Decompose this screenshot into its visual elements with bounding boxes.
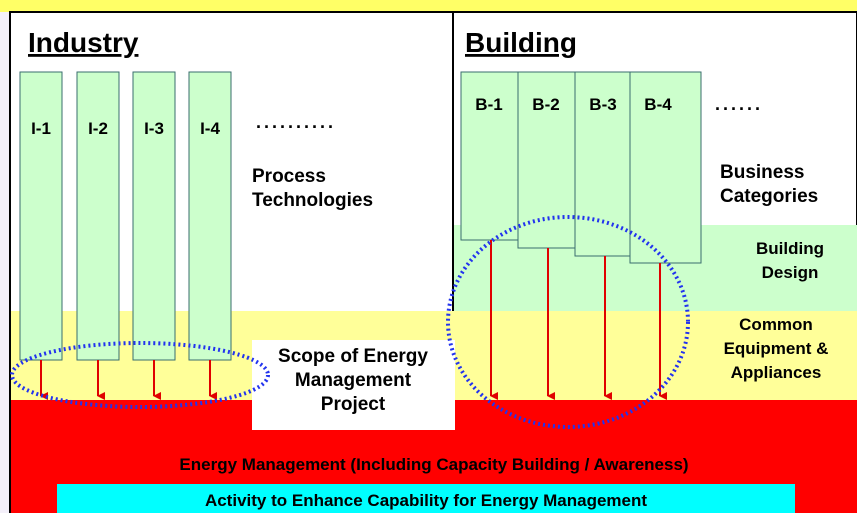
label: Process Technologies: [252, 166, 373, 211]
layer-label: Common Equipment & Appliances: [724, 315, 829, 382]
building-item: B-1: [475, 95, 502, 114]
text-line: Technologies: [252, 190, 373, 211]
dots: ..........: [256, 112, 336, 132]
label: Business Categories: [720, 162, 818, 207]
layer-label: Activity to Enhance Capability for Energ…: [205, 491, 647, 510]
industry-item: I-4: [200, 119, 220, 138]
industry-heading: Industry: [28, 27, 139, 58]
dots: ......: [715, 94, 763, 114]
text-line: Project: [321, 394, 386, 415]
industry-bar: [188, 71, 232, 361]
scope-ellipse: [446, 215, 690, 429]
building-heading: Building: [465, 27, 577, 58]
building-bar: [629, 71, 702, 264]
industry-item: I-2: [88, 119, 108, 138]
text-line: Design: [762, 263, 819, 282]
activity-box: [57, 484, 795, 513]
text-line: Equipment &: [724, 339, 829, 358]
industry-bar: [19, 71, 63, 361]
text-line: Scope of Energy: [278, 346, 428, 367]
text-line: Process: [252, 166, 326, 187]
text-line: Management: [295, 370, 412, 391]
industry-bar: [76, 71, 120, 361]
text-line: Building: [756, 239, 824, 258]
industry-item: I-3: [144, 119, 164, 138]
layer-label: Energy Management (Including Capacity Bu…: [179, 455, 688, 474]
industry-item: I-1: [31, 119, 51, 138]
text-line: Appliances: [731, 363, 822, 382]
text-line: Business: [720, 162, 804, 183]
building-item: B-2: [532, 95, 559, 114]
text-line: Common: [739, 315, 813, 334]
building-item: B-3: [589, 95, 616, 114]
scope-label: Scope of Energy Management Project: [278, 346, 428, 415]
title-strip: [0, 0, 857, 12]
scope-ellipse: [10, 341, 270, 409]
building-item: B-4: [644, 95, 672, 114]
layer-label: Building Design: [756, 239, 824, 282]
text-line: Categories: [720, 186, 818, 207]
scope-box: [252, 340, 455, 430]
industry-bar: [132, 71, 176, 361]
